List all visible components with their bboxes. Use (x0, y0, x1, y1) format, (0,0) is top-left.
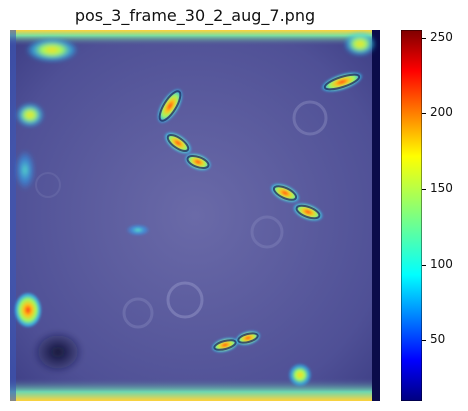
colorbar (401, 30, 422, 401)
heatmap-image (10, 30, 380, 401)
colorbar-ticks: 250 200 150 100 50 (422, 30, 468, 401)
figure-title: pos_3_frame_30_2_aug_7.png (74, 6, 316, 25)
